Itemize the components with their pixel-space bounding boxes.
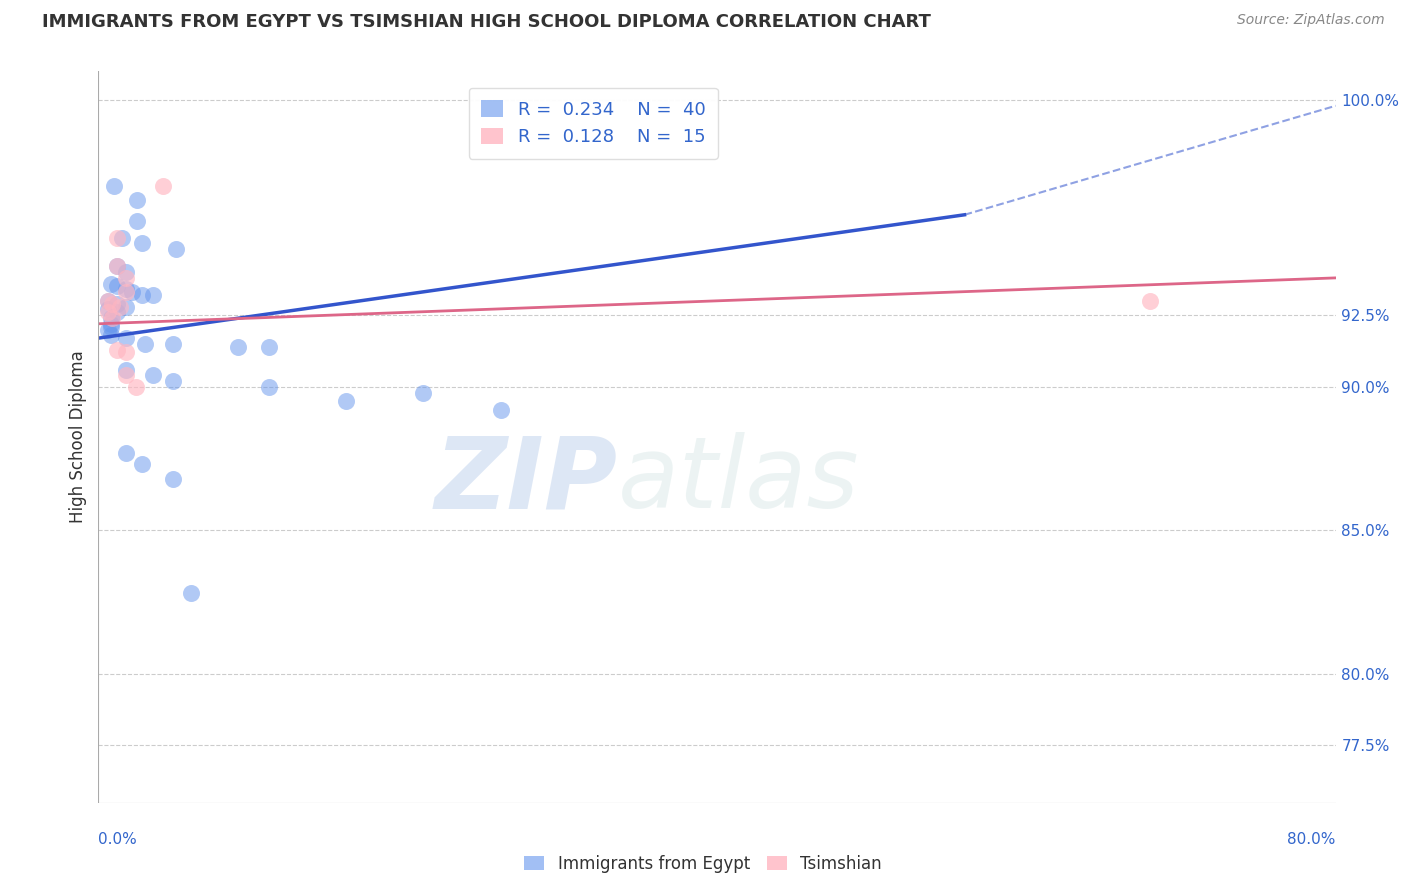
Point [97,322,120,336]
Point [115,345,138,359]
Point [162,374,184,388]
Legend: R =  0.234    N =  40, R =  0.128    N =  15: R = 0.234 N = 40, R = 0.128 N = 15 [468,87,718,159]
Point [127,213,149,227]
Point [103,179,125,194]
Point [226,340,249,354]
Point [115,282,138,296]
Point [115,285,138,300]
Point [412,385,434,400]
Point [1139,293,1161,308]
Point [105,260,128,274]
Point [100,317,122,331]
Point [115,368,138,383]
Point [134,336,156,351]
Point [100,328,122,343]
Point [115,271,138,285]
Point [257,340,280,354]
Text: 0.0%: 0.0% [98,832,138,847]
Legend: Immigrants from Egypt, Tsimshian: Immigrants from Egypt, Tsimshian [517,848,889,880]
Y-axis label: High School Diploma: High School Diploma [69,351,87,524]
Point [115,362,138,376]
Text: IMMIGRANTS FROM EGYPT VS TSIMSHIAN HIGH SCHOOL DIPLOMA CORRELATION CHART: IMMIGRANTS FROM EGYPT VS TSIMSHIAN HIGH … [42,13,931,31]
Point [105,279,128,293]
Point [131,458,153,472]
Point [142,368,165,383]
Point [115,265,138,279]
Point [152,179,174,194]
Point [127,194,149,208]
Text: ZIP: ZIP [434,433,619,530]
Point [101,296,124,310]
Point [101,311,124,326]
Point [257,380,280,394]
Point [124,380,146,394]
Point [162,472,184,486]
Point [142,288,165,302]
Point [100,311,122,326]
Point [131,288,153,302]
Text: atlas: atlas [619,433,859,530]
Point [111,231,134,245]
Point [180,586,202,600]
Point [335,394,357,409]
Point [165,242,187,256]
Point [121,285,143,300]
Point [100,277,122,291]
Point [108,300,131,314]
Point [115,300,138,314]
Point [489,402,512,417]
Point [105,231,128,245]
Text: Source: ZipAtlas.com: Source: ZipAtlas.com [1237,13,1385,28]
Point [100,319,122,334]
Point [105,296,128,310]
Point [162,336,184,351]
Point [105,260,128,274]
Point [105,343,128,357]
Text: 80.0%: 80.0% [1288,832,1336,847]
Point [105,305,128,319]
Point [131,236,153,251]
Point [97,293,120,308]
Point [115,446,138,460]
Point [115,331,138,345]
Point [97,305,120,319]
Point [97,302,120,317]
Point [97,293,120,308]
